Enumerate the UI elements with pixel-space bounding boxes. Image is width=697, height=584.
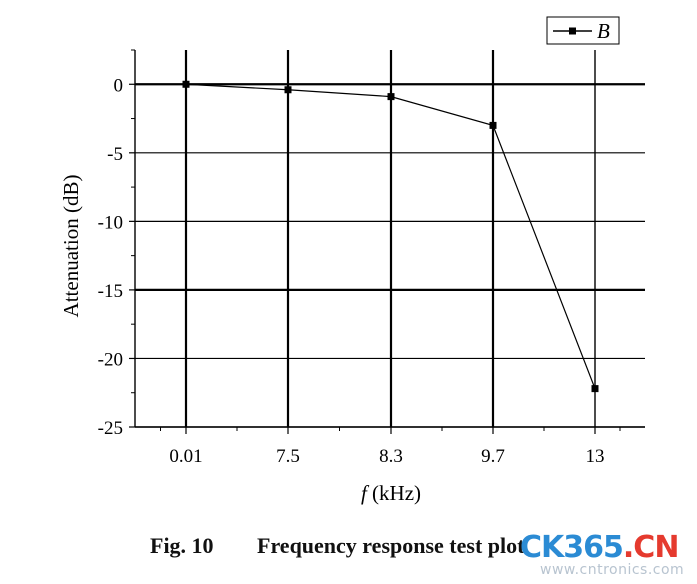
watermark-logo: CK365.CN bbox=[520, 530, 679, 565]
x-tick-labels: 0.01 7.5 8.3 9.7 13 bbox=[169, 446, 604, 467]
y-axis-label: Attenuation (dB) bbox=[59, 175, 83, 318]
data-point bbox=[591, 385, 599, 393]
y-tick-label: -25 bbox=[98, 418, 123, 439]
x-tick-label: 7.5 bbox=[276, 446, 300, 467]
y-tick-label: 0 bbox=[114, 75, 124, 96]
watermark-cn: CN bbox=[633, 530, 679, 565]
data-point bbox=[489, 121, 497, 129]
series-B bbox=[182, 80, 599, 393]
watermark-ck: CK365 bbox=[520, 530, 624, 565]
data-point bbox=[387, 93, 395, 101]
y-tick-label: -20 bbox=[98, 349, 123, 370]
y-tick-label: -10 bbox=[98, 212, 123, 233]
watermark-dot: . bbox=[622, 530, 634, 565]
axes bbox=[129, 49, 645, 434]
grid bbox=[135, 50, 645, 428]
x-axis-label: f (kHz) bbox=[361, 481, 421, 505]
data-point bbox=[284, 86, 292, 94]
x-tick-label: 0.01 bbox=[169, 446, 202, 467]
x-tick-label: 8.3 bbox=[379, 446, 403, 467]
legend-label: B bbox=[597, 19, 610, 43]
caption-text: Frequency response test plot bbox=[257, 533, 525, 558]
watermark-url: www.cntronics.com bbox=[540, 562, 685, 578]
x-axis-label-var: f bbox=[361, 481, 370, 505]
data-point bbox=[182, 80, 190, 88]
x-tick-label: 13 bbox=[586, 446, 605, 467]
x-axis-label-unit: (kHz) bbox=[372, 481, 421, 505]
caption-figure-number: Fig. 10 bbox=[150, 533, 214, 558]
legend: B bbox=[546, 16, 620, 45]
y-tick-label: -15 bbox=[98, 281, 123, 302]
x-tick-label: 9.7 bbox=[481, 446, 505, 467]
y-tick-label: -5 bbox=[107, 144, 123, 165]
legend-marker bbox=[569, 27, 576, 35]
y-tick-labels: 0 -5 -10 -15 -20 -25 bbox=[98, 75, 123, 439]
